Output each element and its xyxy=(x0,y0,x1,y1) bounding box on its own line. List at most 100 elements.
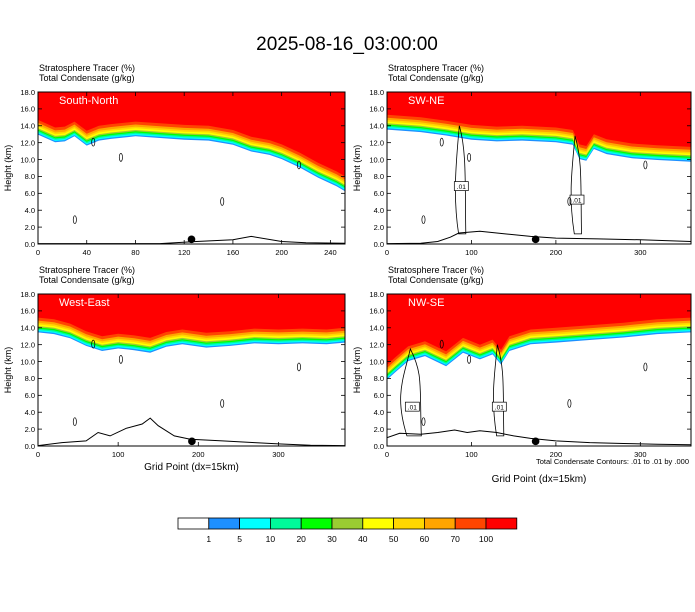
location-marker xyxy=(188,437,196,446)
x-tick-label: 0 xyxy=(36,248,40,257)
y-axis-label: Height (km) xyxy=(3,145,13,192)
condensate-blob xyxy=(118,153,123,162)
plot-frame xyxy=(37,91,346,245)
x-tick-label: 120 xyxy=(178,248,191,257)
location-marker xyxy=(531,235,540,244)
colorbar-label: 60 xyxy=(420,534,430,544)
condensate-blob xyxy=(567,197,572,206)
y-tick-label: 2.0 xyxy=(374,223,384,232)
colorbar-swatch xyxy=(362,517,394,530)
x-tick-label: 80 xyxy=(131,248,139,257)
y-tick-label: 2.0 xyxy=(25,425,35,434)
y-axis-label: Height (km) xyxy=(3,347,13,394)
x-axis-label: Grid Point (dx=15km) xyxy=(492,474,587,485)
contour-label: .01 xyxy=(572,198,581,205)
colorbar-label: 40 xyxy=(358,534,368,544)
y-tick-label: 8.0 xyxy=(25,172,35,181)
x-tick-label: 40 xyxy=(83,248,91,257)
y-tick-label: 6.0 xyxy=(374,391,384,400)
y-tick-label: 0.0 xyxy=(374,442,384,451)
header-line-2: Total Condensate (g/kg) xyxy=(388,275,484,285)
y-tick-label: 14.0 xyxy=(369,324,384,333)
contour-info: Total Condensate Contours: .01 to .01 by… xyxy=(536,457,689,466)
x-axis-label: Grid Point (dx=15km) xyxy=(144,462,239,473)
y-tick-label: 12.0 xyxy=(369,340,384,349)
terrain-line xyxy=(387,429,691,446)
header-line-2: Total Condensate (g/kg) xyxy=(39,275,135,285)
condensate-blob xyxy=(421,417,426,427)
colorbar-swatch xyxy=(331,517,364,530)
contour-label: .01 xyxy=(408,405,417,412)
y-tick-label: 6.0 xyxy=(374,189,384,198)
condensate-blob xyxy=(439,137,444,147)
panel-label: SW-NE xyxy=(408,95,444,107)
y-tick-label: 0.0 xyxy=(25,240,35,249)
y-tick-label: 14.0 xyxy=(20,122,35,131)
colorbar-label: 70 xyxy=(450,534,460,544)
terrain-line xyxy=(38,235,345,244)
y-tick-label: 12.0 xyxy=(20,340,35,349)
y-tick-label: 10.0 xyxy=(20,357,35,366)
x-tick-label: 160 xyxy=(227,248,240,257)
colorbar-label: 20 xyxy=(296,534,306,544)
plot-area xyxy=(38,294,345,446)
y-tick-label: 16.0 xyxy=(369,307,384,316)
plot-frame xyxy=(37,293,346,447)
y-tick-label: 12.0 xyxy=(20,138,35,147)
condensate-blob xyxy=(72,417,77,427)
tracer-band-undefined xyxy=(38,294,345,338)
y-tick-label: 18.0 xyxy=(20,290,35,299)
x-tick-label: 0 xyxy=(385,450,389,459)
contour-label: .01 xyxy=(495,405,504,412)
colorbar-swatch xyxy=(177,517,210,530)
condensate-blob xyxy=(220,399,225,408)
x-tick-label: 240 xyxy=(324,248,337,257)
panel-west-east: West-East Stratosphere Tracer (%)Total Co… xyxy=(3,265,346,473)
panel-sw-ne: .01 .01 SW-NE Stratosphere Tracer (%)Total … xyxy=(352,63,692,257)
plot-area xyxy=(38,92,345,244)
y-tick-label: 16.0 xyxy=(369,105,384,114)
y-tick-label: 18.0 xyxy=(369,88,384,97)
y-tick-label: 4.0 xyxy=(374,206,384,215)
x-tick-label: 200 xyxy=(550,248,563,257)
panel-label: NW-SE xyxy=(408,297,444,309)
y-tick-label: 18.0 xyxy=(20,88,35,97)
contour-label-box xyxy=(453,181,469,191)
condensate-blob xyxy=(467,355,472,364)
y-tick-label: 14.0 xyxy=(369,122,384,131)
y-tick-label: 16.0 xyxy=(20,307,35,316)
contour-label-box xyxy=(491,401,507,412)
y-tick-label: 8.0 xyxy=(374,172,384,181)
condensate-blob xyxy=(220,197,225,206)
x-tick-label: 100 xyxy=(465,248,478,257)
x-tick-label: 0 xyxy=(36,450,40,459)
x-tick-label: 200 xyxy=(275,248,288,257)
terrain-line xyxy=(387,230,691,244)
panel-label: West-East xyxy=(59,297,110,309)
y-tick-label: 2.0 xyxy=(25,223,35,232)
x-tick-label: 0 xyxy=(385,248,389,257)
header-line-2: Total Condensate (g/kg) xyxy=(39,73,135,83)
x-tick-label: 300 xyxy=(634,248,647,257)
x-tick-label: 300 xyxy=(272,450,285,459)
colorbar-label: 1 xyxy=(206,534,211,544)
header-line-1: Stratosphere Tracer (%) xyxy=(388,63,484,73)
contour-label-box xyxy=(404,401,420,412)
plot-area: .01 .01 xyxy=(387,294,691,446)
y-tick-label: 12.0 xyxy=(369,138,384,147)
plot-frame xyxy=(386,91,692,245)
colorbar-swatch xyxy=(454,517,487,530)
condensate-blob xyxy=(421,215,426,225)
colorbar-swatch xyxy=(269,517,302,530)
colorbar-swatch xyxy=(423,517,456,530)
header-line-1: Stratosphere Tracer (%) xyxy=(388,265,484,275)
tracer-band-undefined xyxy=(387,92,691,147)
plot-area: .01 .01 xyxy=(387,92,691,244)
colorbar-swatch xyxy=(300,517,333,530)
y-tick-label: 2.0 xyxy=(374,425,384,434)
y-tick-label: 8.0 xyxy=(25,374,35,383)
y-axis-label: Height (km) xyxy=(352,347,362,394)
y-tick-label: 4.0 xyxy=(25,408,35,417)
colorbar-swatch xyxy=(239,517,271,530)
